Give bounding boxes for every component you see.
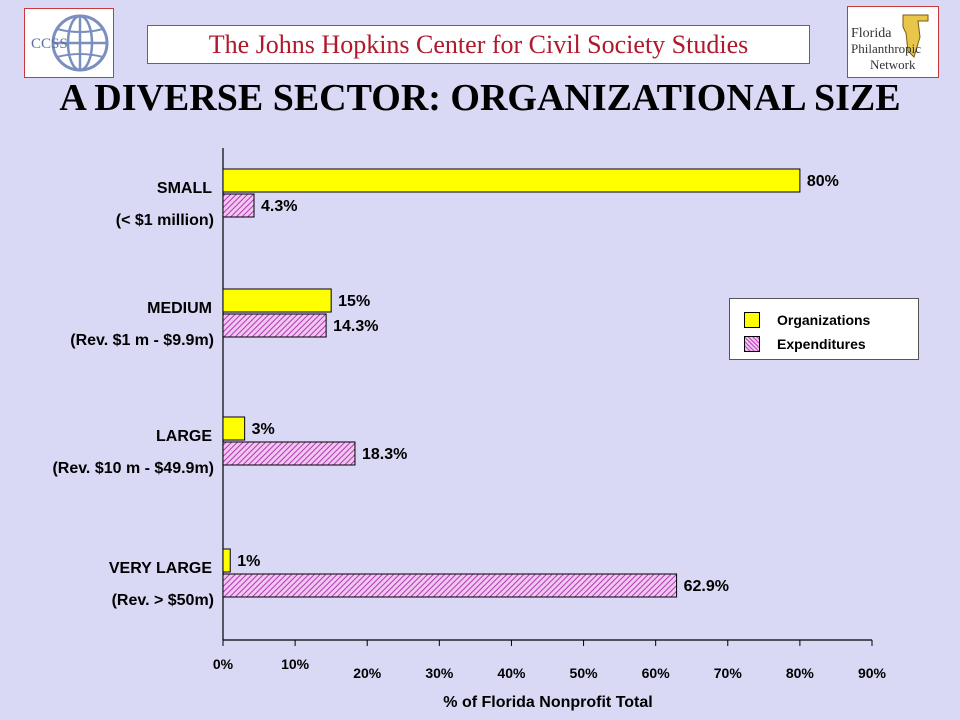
category-label: SMALL <box>157 180 212 197</box>
bar-expenditures <box>222 313 327 338</box>
legend-label-organizations: Organizations <box>777 312 871 328</box>
bar-value-label: 3% <box>252 421 275 438</box>
legend-item-organizations: Organizations <box>744 312 870 328</box>
bar-value-label: 15% <box>338 293 370 310</box>
category-sublabel: (Rev. > $50m) <box>112 592 214 609</box>
bar-organizations <box>222 168 801 193</box>
bar-value-label: 18.3% <box>362 446 407 463</box>
x-axis-title: % of Florida Nonprofit Total <box>443 694 652 711</box>
legend-swatch-organizations <box>744 312 760 328</box>
legend-label-expenditures: Expenditures <box>777 336 866 352</box>
category-label: LARGE <box>156 428 212 445</box>
bar-value-label: 80% <box>807 173 839 190</box>
bar-organizations <box>222 548 231 573</box>
svg-text:Network: Network <box>870 57 916 72</box>
legend: Organizations Expenditures <box>729 298 919 360</box>
globe-icon: CCSS <box>31 14 109 72</box>
svg-text:Philanthropic: Philanthropic <box>851 41 921 56</box>
x-tick-label: 40% <box>497 665 526 681</box>
x-tick-label: 70% <box>714 665 743 681</box>
category-sublabel: (Rev. $10 m - $49.9m) <box>52 460 214 477</box>
x-tick-label: 10% <box>281 656 310 672</box>
category-label: VERY LARGE <box>109 560 212 577</box>
x-tick-label: 60% <box>642 665 671 681</box>
page-title: A DIVERSE SECTOR: ORGANIZATIONAL SIZE <box>59 77 901 119</box>
bar-value-label: 62.9% <box>684 578 729 595</box>
x-tick-label: 20% <box>353 665 382 681</box>
x-tick-label: 30% <box>425 665 454 681</box>
bar-expenditures <box>222 573 678 598</box>
x-tick-label: 0% <box>213 656 234 672</box>
category-sublabel: (Rev. $1 m - $9.9m) <box>70 332 214 349</box>
x-tick-label: 90% <box>858 665 887 681</box>
bar-value-label: 14.3% <box>333 318 378 335</box>
legend-item-expenditures: Expenditures <box>744 336 866 352</box>
svg-text:CCSS: CCSS <box>31 36 68 52</box>
banner-text: The Johns Hopkins Center for Civil Socie… <box>208 29 749 59</box>
bar-value-label: 4.3% <box>261 198 297 215</box>
x-tick-label: 80% <box>786 665 815 681</box>
svg-text:Florida: Florida <box>851 26 892 41</box>
ccss-logo: CCSS <box>24 8 114 78</box>
category-sublabel: (< $1 million) <box>116 212 214 229</box>
bar-expenditures <box>222 441 356 466</box>
bar-organizations <box>222 288 332 313</box>
florida-logo-icon: Florida Philanthropic Network <box>851 14 929 72</box>
banner: The Johns Hopkins Center for Civil Socie… <box>147 25 810 64</box>
bar-expenditures <box>222 193 255 218</box>
category-label: MEDIUM <box>147 300 212 317</box>
x-tick-label: 50% <box>570 665 599 681</box>
legend-swatch-expenditures <box>744 336 760 352</box>
fpn-logo: Florida Philanthropic Network <box>847 6 939 78</box>
bar-value-label: 1% <box>237 553 260 570</box>
bar-organizations <box>222 416 246 441</box>
